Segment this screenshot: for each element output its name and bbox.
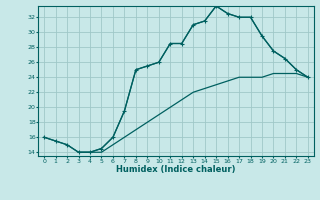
X-axis label: Humidex (Indice chaleur): Humidex (Indice chaleur) xyxy=(116,165,236,174)
